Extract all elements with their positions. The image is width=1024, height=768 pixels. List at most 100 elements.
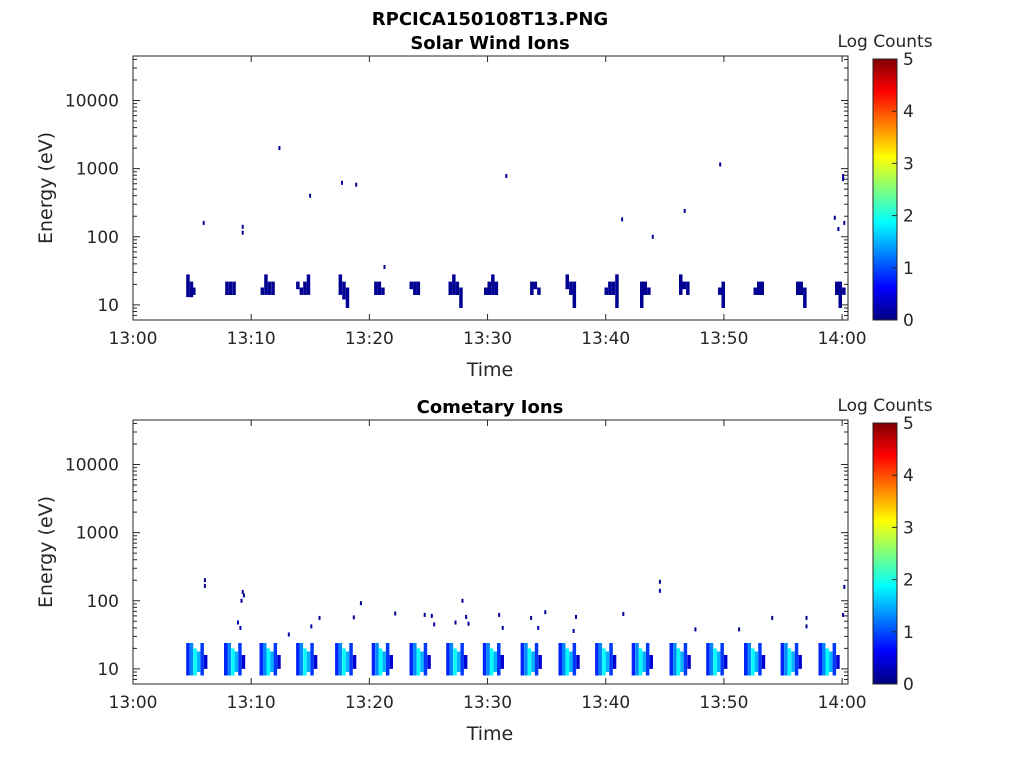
spectrogram-cell [342, 648, 346, 676]
spectrogram-cell [491, 274, 495, 295]
y-tick-label: 10000 [65, 456, 119, 476]
spectrogram-cell [531, 651, 535, 672]
spectrogram-point [454, 620, 457, 625]
spectrogram-cell [389, 655, 393, 669]
spectrogram-point [738, 627, 741, 632]
colorbar-tick-label: 1 [903, 623, 914, 643]
spectrogram-point [572, 629, 575, 633]
colorbar-tick-label: 5 [903, 50, 914, 70]
spectrogram-cell [303, 648, 307, 676]
spectrogram-cell [721, 281, 725, 308]
spectrogram-cell [224, 643, 228, 676]
spectrogram-cell [669, 643, 673, 676]
spectrogram-cell [310, 643, 314, 676]
spectrogram-cell [494, 281, 499, 295]
spectrogram-cell [192, 287, 196, 295]
spectrogram-cell [371, 643, 376, 676]
spectrogram-point [237, 620, 239, 625]
spectrogram-cell [335, 643, 339, 676]
spectrogram-cell [338, 643, 343, 676]
spectrogram-cell [558, 643, 562, 676]
spectrogram-cell [598, 643, 603, 676]
spectrogram-cell [679, 274, 683, 295]
spectrogram-point [843, 584, 846, 589]
spectrogram-cell [723, 655, 728, 669]
spectrogram-cell [263, 643, 267, 676]
spectrogram-cell [537, 287, 541, 295]
x-axis-ticks: 13:00 13:10 13:20 13:30 13:40 13:50 14:00 [109, 420, 867, 713]
spectrogram-point [833, 215, 836, 220]
spectrogram-cell [530, 281, 534, 295]
spectrogram-cell [747, 643, 751, 676]
spectrogram-cell [463, 655, 468, 669]
colorbar: Log Counts 0 1 2 3 4 5 [837, 32, 932, 331]
spectrogram-cell [569, 281, 573, 295]
spectrogram-cell [829, 651, 833, 672]
spectrogram-cell [527, 648, 532, 676]
spectrogram-cell [609, 643, 613, 676]
panel-title: Cometary Ions [417, 397, 564, 418]
y-axis-label: Energy (eV) [35, 496, 57, 608]
spectrogram-point [241, 230, 244, 235]
spectrogram-point [694, 627, 697, 632]
spectrogram-cell [753, 287, 757, 295]
spectrogram-point [842, 612, 845, 617]
y-tick-label: 1000 [76, 160, 119, 180]
spectrogram-point [501, 625, 504, 630]
spectrogram-point [530, 615, 533, 620]
spectrogram-cell [524, 643, 528, 676]
spectrogram-cell [784, 643, 788, 676]
spectrogram-cell [780, 643, 785, 676]
y-tick-label: 1000 [76, 524, 119, 544]
spectrogram-cell [791, 651, 795, 672]
spectrogram-cell [794, 643, 799, 676]
spectrogram-cell [832, 643, 837, 676]
spectrogram-point [544, 610, 547, 615]
spectrogram-cell [761, 655, 766, 669]
spectrogram-cell [836, 655, 840, 669]
spectrogram-point [203, 583, 206, 588]
spectrogram-cell [460, 643, 464, 676]
spectrogram-cell [686, 281, 690, 295]
x-tick-label: 13:30 [463, 329, 512, 349]
spectrogram-cell [803, 287, 807, 308]
spectrogram-point [805, 624, 808, 629]
x-tick-label: 13:20 [345, 693, 394, 713]
spectrogram-cell [493, 651, 497, 672]
spectrogram-cell [296, 281, 300, 290]
spectrogram-cell [572, 281, 577, 308]
spectrogram-cell [565, 274, 569, 290]
spectrogram-cell [203, 655, 208, 669]
spectrogram-cell [264, 274, 268, 295]
spectrogram-cell [382, 651, 386, 672]
spectrogram-cell [299, 287, 304, 295]
colorbar-tick-label: 4 [903, 102, 914, 122]
spectrogram-point [287, 632, 290, 637]
spectrogram-cell [200, 643, 204, 676]
spectrogram-cell [822, 643, 826, 676]
spectrogram-cell [385, 643, 390, 676]
y-axis-ticks: 10 100 1000 10000 [65, 422, 848, 685]
x-tick-label: 13:00 [109, 693, 158, 713]
x-tick-label: 13:50 [699, 693, 748, 713]
spectrogram-point [341, 180, 343, 185]
spectrogram-cell [484, 287, 488, 295]
spectrogram-cell [643, 281, 647, 295]
spectrogram-cell [416, 281, 421, 295]
spectrogram-cell [238, 643, 242, 676]
spectrogram-cell [449, 643, 454, 676]
spectrogram-cell [608, 281, 612, 295]
spectrogram-cell [453, 648, 457, 676]
x-axis-label: Time [466, 723, 514, 745]
x-tick-label: 13:50 [699, 329, 748, 349]
spectrogram-point [683, 208, 686, 213]
spectrogram-point [430, 613, 433, 618]
colorbar-tick-label: 5 [903, 414, 914, 434]
solar-wind-panel: Solar Wind Ions 13:00 13:10 13:20 13:30 13:4… [35, 32, 933, 381]
spectrogram-cell [271, 281, 275, 295]
spectrogram-cell [277, 655, 281, 669]
spectrogram-cell [534, 643, 539, 676]
colorbar-label: Log Counts [837, 396, 932, 416]
spectrogram-cell [225, 281, 229, 295]
colorbar-tick-label: 2 [903, 571, 914, 591]
